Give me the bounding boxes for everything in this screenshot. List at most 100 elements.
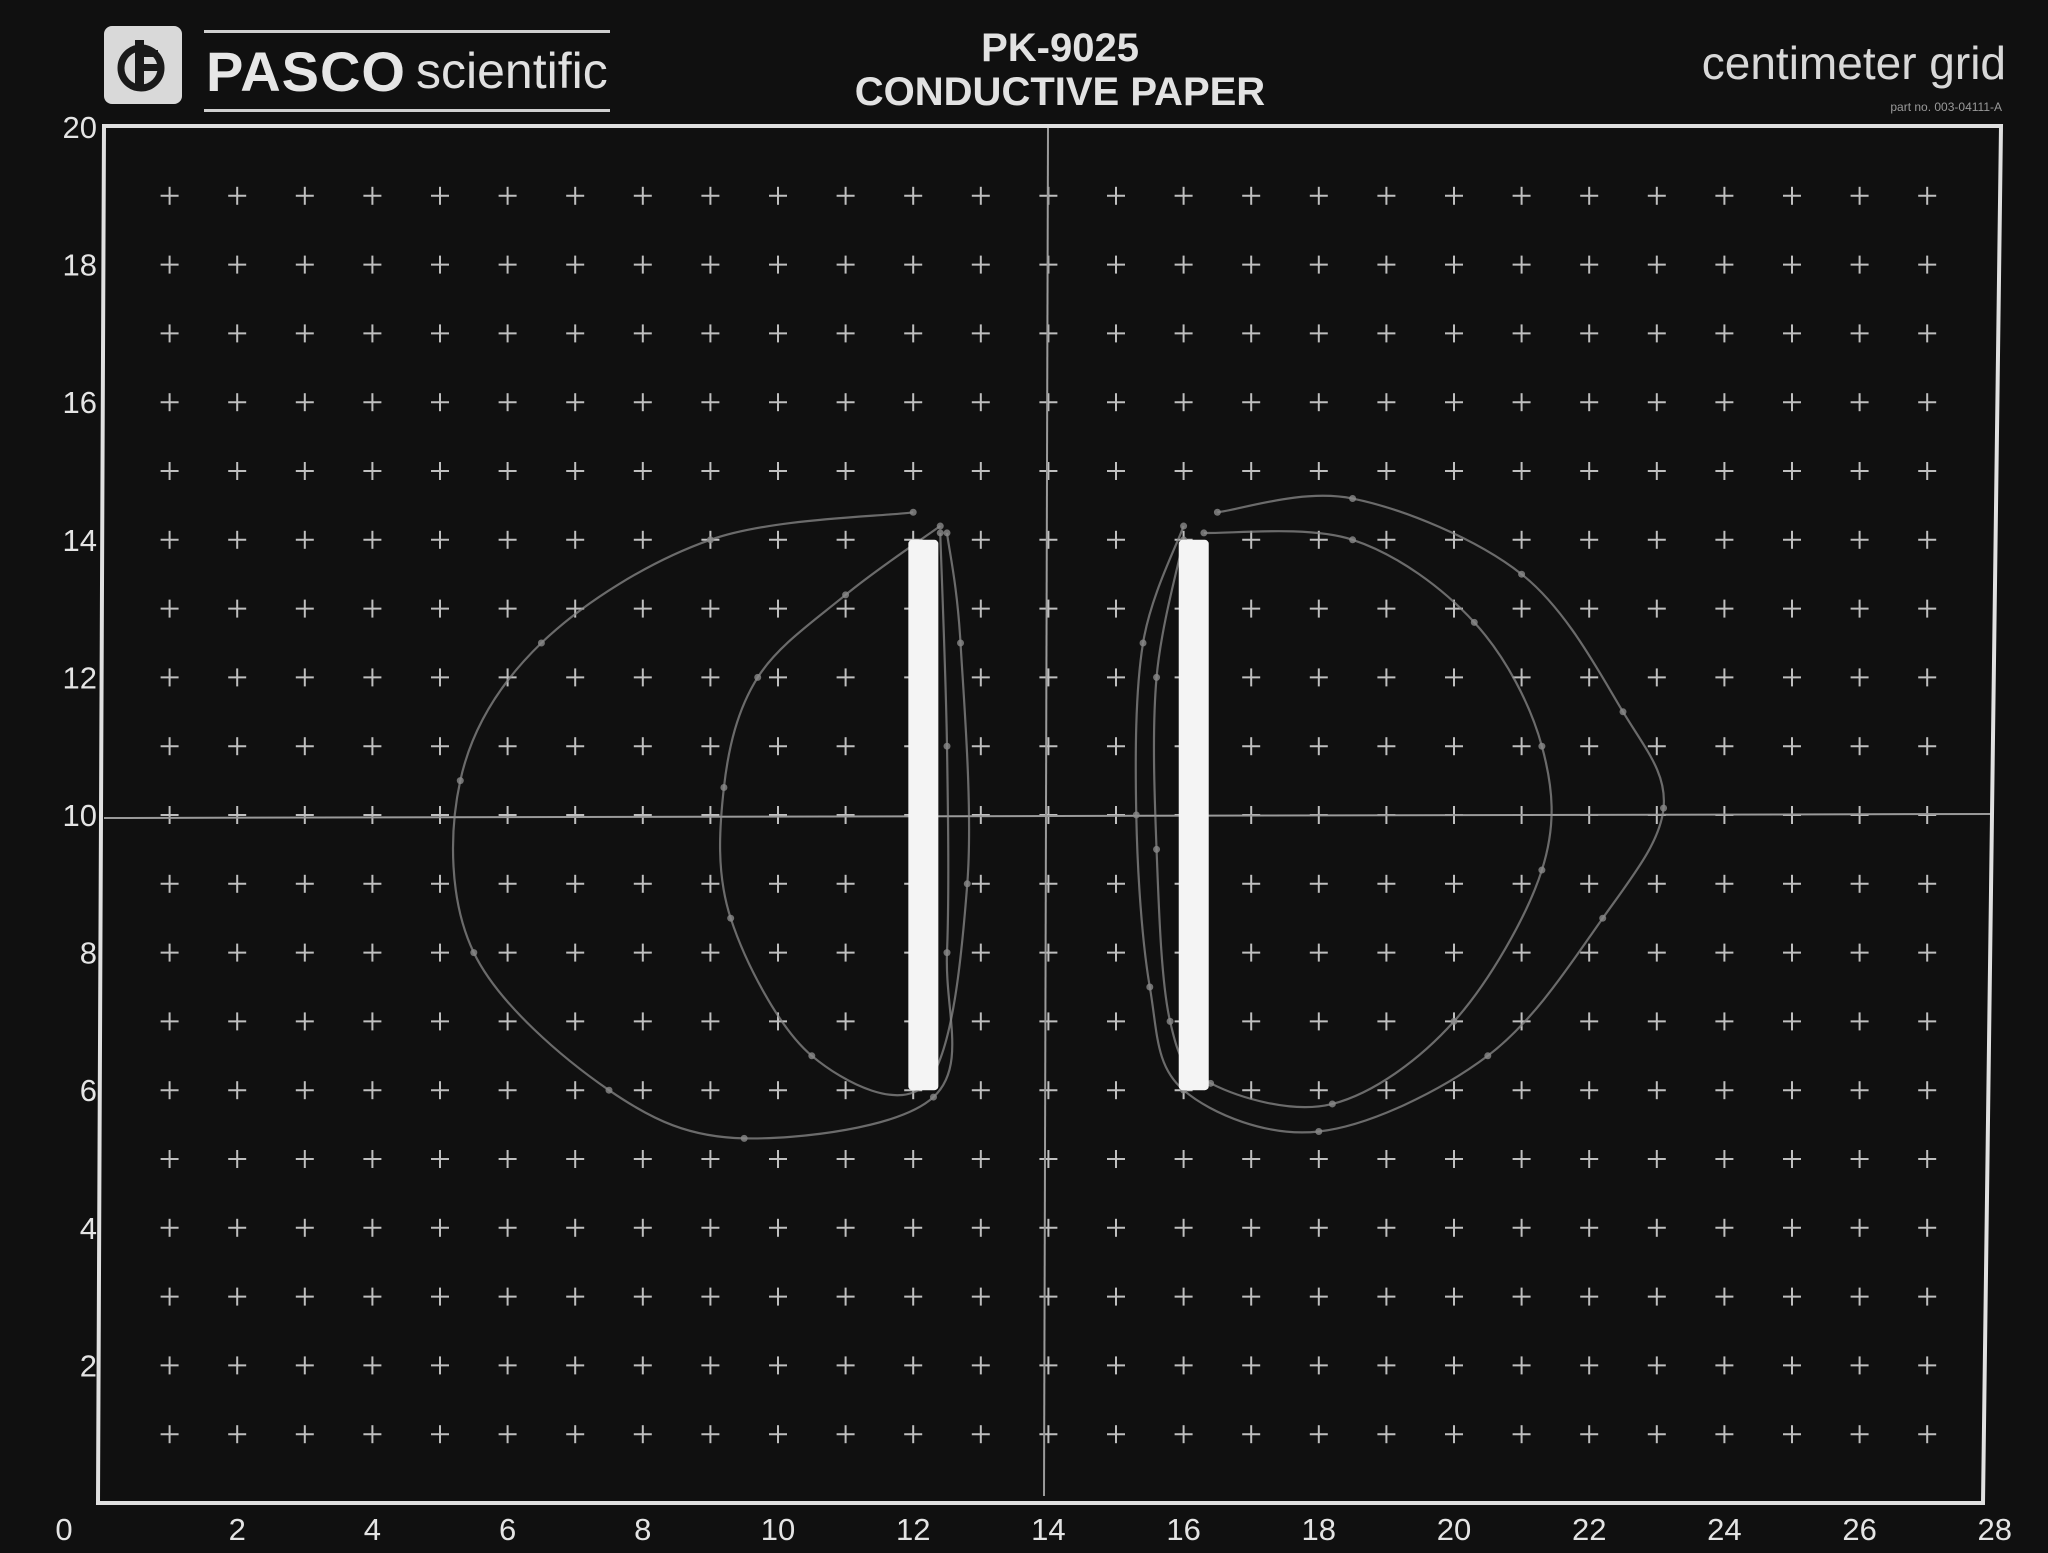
x-tick-label: 8	[634, 1512, 651, 1547]
pasco-logo	[104, 26, 182, 104]
grid-cross	[1377, 874, 1396, 893]
grid-cross	[971, 1081, 990, 1100]
grid-cross	[228, 462, 247, 480]
grid-cross	[1242, 255, 1261, 274]
y-tick-label: 8	[80, 936, 97, 971]
grid-cross	[1647, 1218, 1666, 1237]
grid-cross	[1850, 530, 1869, 549]
grid-cross	[1580, 1218, 1599, 1237]
grid-cross	[1850, 1081, 1869, 1100]
grid-cross	[566, 324, 585, 343]
measurement-dot	[1315, 1127, 1323, 1135]
measurement-dot	[1180, 522, 1188, 530]
grid-cross	[1918, 943, 1937, 962]
grid-cross	[1377, 393, 1396, 412]
grid-cross	[498, 1287, 517, 1306]
grid-cross	[971, 1218, 990, 1237]
grid-cross	[566, 943, 585, 962]
grid-cross	[1107, 1287, 1125, 1306]
grid-cross	[1580, 530, 1599, 549]
grid-cross	[769, 393, 787, 412]
grid-cross	[566, 462, 585, 480]
grid-cross	[1377, 255, 1396, 274]
grid-cross	[566, 1287, 585, 1306]
grid-cross	[1445, 1218, 1463, 1237]
grid-cross	[1309, 943, 1328, 962]
grid-cross	[769, 530, 787, 549]
grid-cross	[633, 943, 652, 962]
grid-cross	[363, 530, 382, 549]
grid-cross	[1647, 737, 1666, 756]
grid-cross	[971, 530, 990, 549]
measurement-dot	[936, 522, 944, 530]
grid-cross	[1039, 1356, 1058, 1375]
grid-cross	[1107, 530, 1125, 549]
grid-cross	[1039, 737, 1058, 756]
grid-cross	[769, 462, 787, 480]
grid-cross	[1783, 1081, 1801, 1100]
grid-cross	[363, 599, 382, 618]
grid-cross	[1107, 874, 1125, 893]
grid-cross	[1512, 1012, 1531, 1031]
grid-cross	[904, 393, 923, 412]
grid-cross	[160, 668, 179, 687]
measurement-dot	[943, 742, 951, 750]
measurement-dot	[1153, 845, 1161, 853]
grid-cross	[498, 1012, 517, 1031]
brand-wordmark: PASCO scientific	[204, 30, 610, 112]
grid-cross	[1647, 1012, 1666, 1031]
measurement-dot	[1132, 811, 1140, 819]
grid-cross	[904, 1150, 923, 1168]
grid-cross	[701, 599, 720, 618]
grid-cross	[1647, 393, 1666, 412]
grid-cross	[1918, 599, 1937, 618]
grid-cross	[836, 1287, 855, 1306]
grid-cross	[160, 186, 179, 205]
grid-cross	[1783, 599, 1801, 618]
grid-cross	[1580, 1425, 1599, 1444]
grid-cross	[228, 943, 247, 962]
grid-cross	[295, 1425, 314, 1444]
grid-cross	[1715, 599, 1734, 618]
grid-cross	[633, 186, 652, 205]
grid-cross	[971, 255, 990, 274]
grid-cross	[1377, 599, 1396, 618]
grid-cross	[1783, 255, 1801, 274]
grid-cross	[1715, 255, 1734, 274]
grid-cross	[1309, 668, 1328, 687]
grid-cross	[295, 255, 314, 274]
grid-cross	[363, 943, 382, 962]
grid-cross	[1107, 1150, 1125, 1168]
grid-cross	[1309, 737, 1328, 756]
grid-cross	[1580, 1287, 1599, 1306]
grid-cross	[1242, 1356, 1261, 1375]
grid-cross	[431, 1012, 449, 1031]
grid-cross	[431, 255, 449, 274]
measurement-dot	[537, 639, 545, 647]
grid-cross	[701, 324, 720, 343]
grid-cross	[1783, 186, 1801, 205]
grid-cross	[633, 1012, 652, 1031]
grid-cross	[295, 393, 314, 412]
brand-name-bold: PASCO	[206, 39, 406, 103]
grid-cross	[633, 1287, 652, 1306]
grid-cross	[363, 1425, 382, 1444]
grid-cross	[1918, 1356, 1937, 1375]
grid-cross	[1512, 1150, 1531, 1168]
grid-border	[95, 124, 2004, 1505]
grid-cross	[228, 1287, 247, 1306]
product-name: CONDUCTIVE PAPER	[854, 70, 1266, 114]
grid-cross	[160, 1287, 179, 1306]
grid-cross	[1445, 186, 1463, 205]
grid-cross	[971, 737, 990, 756]
grid-cross	[363, 1218, 382, 1237]
measurement-dot	[909, 508, 917, 516]
grid-cross	[971, 1425, 990, 1444]
grid-cross	[160, 599, 179, 618]
grid-cross	[1850, 1425, 1869, 1444]
grid-cross	[1174, 324, 1193, 343]
grid-cross	[971, 186, 990, 205]
grid-cross	[633, 1150, 652, 1168]
grid-cross	[160, 255, 179, 274]
grid-type-label: centimeter grid	[1701, 37, 2006, 89]
